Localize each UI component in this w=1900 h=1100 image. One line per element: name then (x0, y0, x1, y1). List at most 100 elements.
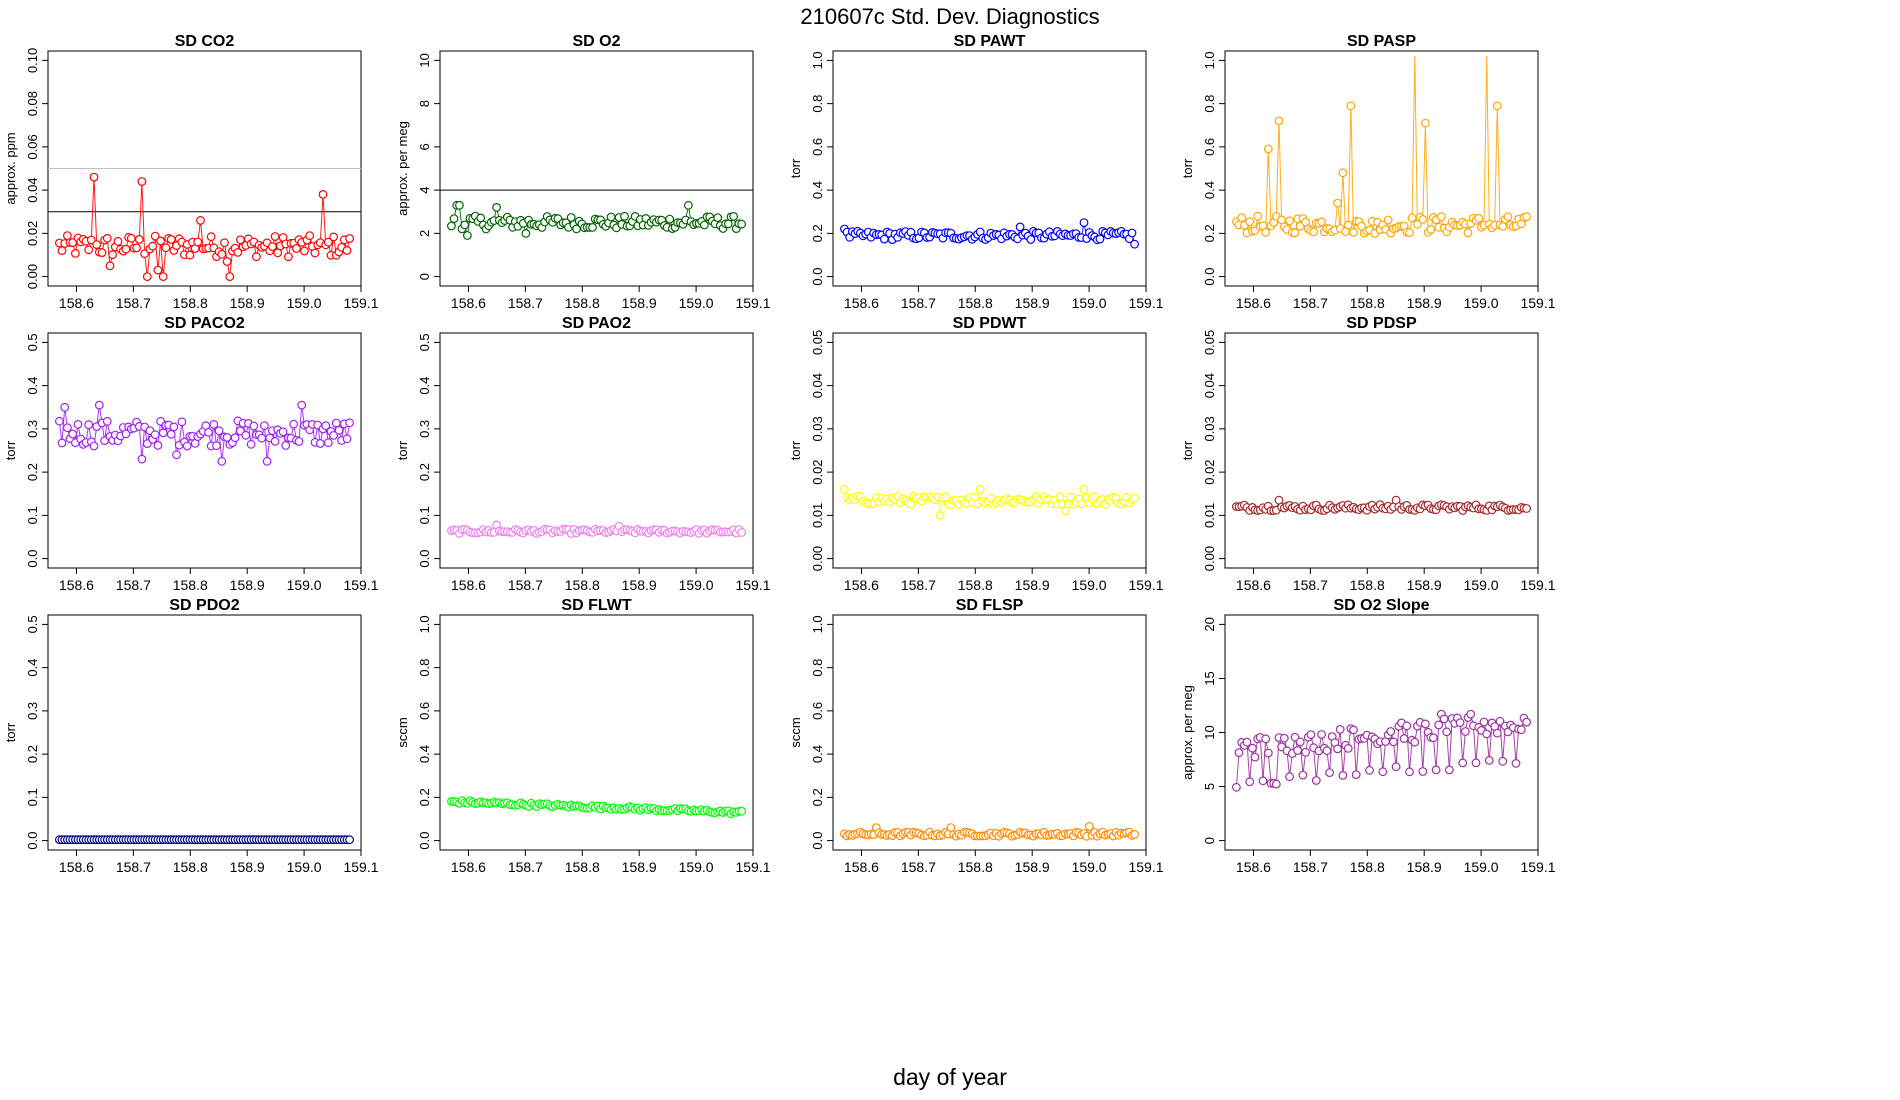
y-tick-label: 0.2 (417, 788, 432, 806)
x-tick-label: 159.1 (735, 295, 770, 311)
y-tick-label: 0.1 (25, 788, 40, 806)
y-tick-label: 0.4 (1202, 181, 1217, 199)
data-point (1338, 771, 1348, 780)
y-tick-label: 0.01 (1202, 503, 1217, 528)
data-point (289, 419, 299, 429)
x-tick-label: 158.7 (116, 577, 151, 593)
y-axis-label: sccm (788, 717, 803, 747)
data-point (297, 400, 307, 410)
y-tick-label: 0.05 (1202, 330, 1217, 355)
y-tick-label: 0 (1202, 837, 1217, 844)
series-line (1236, 56, 1527, 235)
data-point (185, 250, 195, 260)
data-point (1458, 758, 1468, 768)
data-point (1492, 728, 1502, 738)
data-point (1279, 733, 1289, 743)
x-tick-label: 158.6 (1236, 295, 1271, 311)
x-tick-label: 159.0 (1464, 295, 1499, 311)
y-tick-label: 1.0 (1202, 51, 1217, 69)
data-point (566, 213, 576, 222)
y-tick-label: 0.5 (25, 333, 40, 351)
data-point (1484, 756, 1494, 765)
y-tick-label: 0.1 (417, 506, 432, 524)
x-tick-label: 159.0 (287, 295, 322, 311)
plot-frame (47, 614, 362, 851)
data-point (206, 232, 216, 242)
data-point (1335, 725, 1345, 734)
data-point (1234, 748, 1244, 757)
data-point (102, 416, 112, 426)
x-tick-label: 159.1 (343, 295, 378, 311)
data-point (217, 456, 227, 466)
data-point (620, 211, 629, 221)
x-tick-label: 159.1 (1520, 577, 1555, 593)
data-point (270, 232, 280, 241)
figure-title: 210607c Std. Dev. Diagnostics (800, 4, 1100, 29)
x-tick-label: 158.9 (1407, 295, 1442, 311)
data-point (1261, 227, 1271, 237)
data-point (684, 200, 693, 210)
panel-sd-o2-slope: SD O2 Slope approx. per meg 0 5 10 15 20 158.6 1… (1180, 597, 1556, 875)
data-point (1346, 101, 1356, 111)
data-point (140, 249, 150, 259)
x-tick-label: 158.7 (116, 295, 151, 311)
panel-sd-flwt: SD FLWT sccm 0.0 0.2 0.4 0.6 0.8 1.0 158.6 158.7 1… (395, 597, 771, 875)
y-tick-label: 0.4 (810, 745, 825, 763)
data-point (1263, 144, 1273, 154)
x-tick-label: 158.7 (901, 859, 936, 875)
data-point (1333, 198, 1342, 208)
panel-sd-pdwt: SD PDWT torr 0.00 0.01 0.02 0.03 0.04 0.05 158.6… (788, 315, 1164, 593)
x-tick-label: 158.8 (1350, 859, 1385, 875)
y-tick-label: 0.2 (810, 224, 825, 242)
data-point (137, 454, 147, 464)
y-tick-label: 2 (417, 230, 432, 237)
x-tick-label: 158.8 (958, 295, 993, 311)
data-point (268, 242, 277, 252)
data-point (249, 421, 259, 431)
data-point (217, 249, 227, 259)
data-point (1237, 213, 1247, 223)
data-point (315, 439, 325, 448)
data-point (342, 245, 352, 255)
y-tick-label: 0.0 (810, 268, 825, 286)
data-point (86, 235, 96, 245)
y-tick-label: 0.6 (810, 138, 825, 156)
y-tick-label: 0.3 (417, 420, 432, 438)
data-point (60, 402, 70, 412)
x-tick-label: 159.1 (1520, 859, 1555, 875)
x-tick-label: 158.9 (622, 859, 657, 875)
x-tick-label: 159.0 (1464, 859, 1499, 875)
data-point (1338, 168, 1348, 178)
y-tick-label: 0.4 (810, 181, 825, 199)
x-tick-label: 158.9 (1407, 859, 1442, 875)
data-point (169, 422, 179, 432)
data-point (1378, 767, 1388, 777)
y-tick-label: 15 (1202, 671, 1217, 685)
x-tick-label: 158.6 (844, 577, 879, 593)
data-point (1389, 737, 1398, 747)
data-point (1463, 228, 1473, 238)
data-point (588, 222, 597, 232)
data-point (108, 250, 117, 260)
data-point (70, 248, 80, 258)
y-tick-label: 0.2 (810, 788, 825, 806)
y-tick-label: 1.0 (810, 615, 825, 633)
y-tick-label: 0.0 (25, 832, 40, 850)
data-point (257, 433, 267, 443)
y-tick-label: 0.10 (25, 48, 40, 73)
data-point (182, 441, 192, 451)
x-tick-label: 158.8 (565, 577, 600, 593)
data-point (737, 528, 746, 537)
data-point (492, 202, 502, 212)
data-point (1466, 709, 1476, 719)
data-point (334, 425, 344, 435)
x-tick-label: 158.6 (59, 295, 94, 311)
x-tick-label: 159.1 (735, 577, 770, 593)
x-tick-label: 159.0 (679, 859, 714, 875)
data-point (142, 272, 152, 282)
data-point (737, 806, 746, 816)
y-tick-label: 0.02 (810, 459, 825, 484)
y-tick-label: 0.04 (25, 177, 40, 202)
data-point (331, 418, 341, 428)
x-tick-label: 158.8 (565, 295, 600, 311)
